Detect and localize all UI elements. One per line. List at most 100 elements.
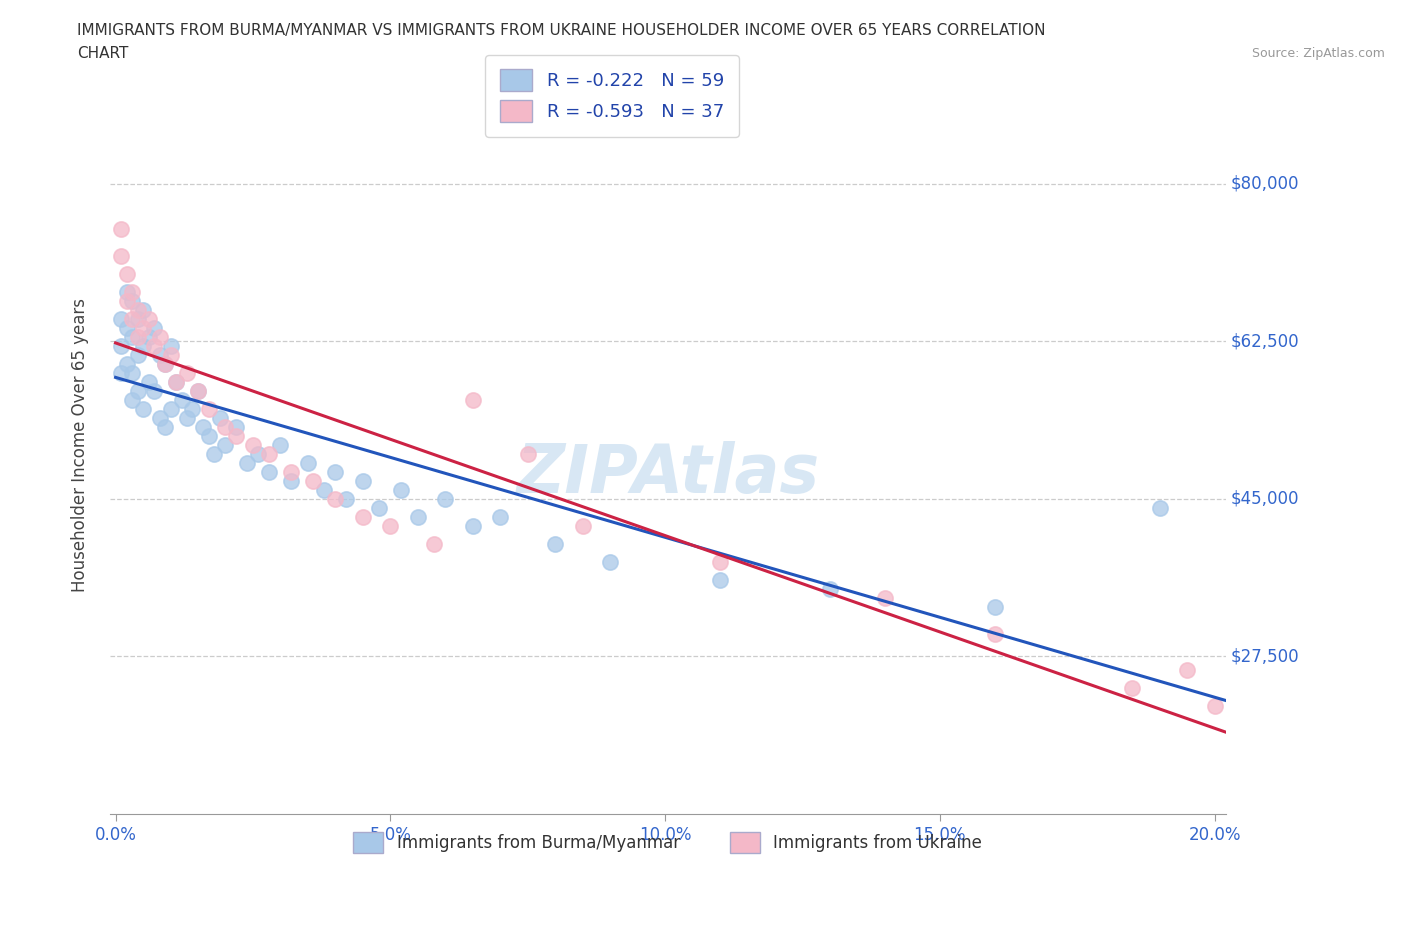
Point [1175, 662, 1198, 677]
Point [187, 383, 209, 398]
Point [1149, 500, 1171, 515]
Point [280, 473, 302, 488]
Point [127, 312, 149, 326]
Point [302, 473, 325, 488]
Point [176, 365, 198, 380]
Point [115, 266, 138, 281]
Point [170, 392, 193, 407]
Point [571, 518, 593, 533]
Point [165, 374, 187, 389]
Point [132, 339, 155, 353]
Point [115, 293, 138, 308]
Point [159, 347, 181, 362]
Point [198, 401, 221, 416]
Text: CHART: CHART [77, 46, 129, 61]
Point [127, 302, 149, 317]
Point [121, 365, 143, 380]
Point [1121, 681, 1143, 696]
Point [247, 446, 270, 461]
Point [187, 383, 209, 398]
Point [236, 455, 259, 470]
Point [138, 329, 160, 344]
Point [110, 339, 132, 353]
Point [280, 464, 302, 479]
Point [143, 320, 166, 335]
Point [198, 428, 221, 443]
Point [269, 437, 291, 452]
Point [368, 500, 391, 515]
Point [121, 392, 143, 407]
Point [225, 419, 247, 434]
Text: $62,500: $62,500 [1232, 332, 1299, 350]
Point [153, 356, 176, 371]
Point [138, 374, 160, 389]
Point [352, 473, 374, 488]
Point [159, 401, 181, 416]
Point [115, 356, 138, 371]
Point [127, 329, 149, 344]
Text: IMMIGRANTS FROM BURMA/MYANMAR VS IMMIGRANTS FROM UKRAINE HOUSEHOLDER INCOME OVER: IMMIGRANTS FROM BURMA/MYANMAR VS IMMIGRA… [77, 23, 1046, 38]
Point [110, 365, 132, 380]
Point [259, 446, 281, 461]
Point [138, 312, 160, 326]
Text: ZIPAtlas: ZIPAtlas [516, 441, 820, 507]
Point [873, 591, 896, 605]
Point [325, 464, 347, 479]
Point [208, 410, 231, 425]
Point [132, 401, 155, 416]
Text: $45,000: $45,000 [1232, 490, 1299, 508]
Point [143, 383, 166, 398]
Point [380, 518, 402, 533]
Point [389, 483, 412, 498]
Point [153, 419, 176, 434]
Text: Source: ZipAtlas.com: Source: ZipAtlas.com [1251, 46, 1385, 60]
Point [176, 410, 198, 425]
Text: $27,500: $27,500 [1232, 647, 1299, 665]
Point [115, 320, 138, 335]
Point [159, 339, 181, 353]
Point [516, 446, 538, 461]
Point [297, 455, 319, 470]
Point [325, 491, 347, 506]
Point [121, 293, 143, 308]
Point [127, 383, 149, 398]
Point [214, 437, 236, 452]
Point [110, 221, 132, 236]
Point [132, 302, 155, 317]
Point [225, 428, 247, 443]
Point [153, 356, 176, 371]
Point [423, 537, 446, 551]
Point [314, 483, 336, 498]
Point [1204, 698, 1226, 713]
Point [352, 510, 374, 525]
Legend: Immigrants from Burma/Myanmar, Immigrants from Ukraine: Immigrants from Burma/Myanmar, Immigrant… [344, 824, 990, 861]
Point [599, 554, 621, 569]
Point [984, 626, 1007, 641]
Point [165, 374, 187, 389]
Point [121, 329, 143, 344]
Point [148, 329, 170, 344]
Point [110, 312, 132, 326]
Point [148, 347, 170, 362]
Point [204, 446, 226, 461]
Point [461, 392, 484, 407]
Point [406, 510, 429, 525]
Point [984, 599, 1007, 614]
Point [709, 554, 731, 569]
Point [242, 437, 264, 452]
Point [121, 312, 143, 326]
Point [544, 537, 567, 551]
Y-axis label: Householder Income Over 65 years: Householder Income Over 65 years [72, 298, 89, 591]
Point [214, 419, 236, 434]
Point [115, 285, 138, 299]
Point [127, 347, 149, 362]
Point [110, 248, 132, 263]
Point [193, 419, 215, 434]
Text: $80,000: $80,000 [1232, 175, 1299, 193]
Point [489, 510, 512, 525]
Point [143, 339, 166, 353]
Point [132, 320, 155, 335]
Point [181, 401, 204, 416]
Point [335, 491, 357, 506]
Point [259, 464, 281, 479]
